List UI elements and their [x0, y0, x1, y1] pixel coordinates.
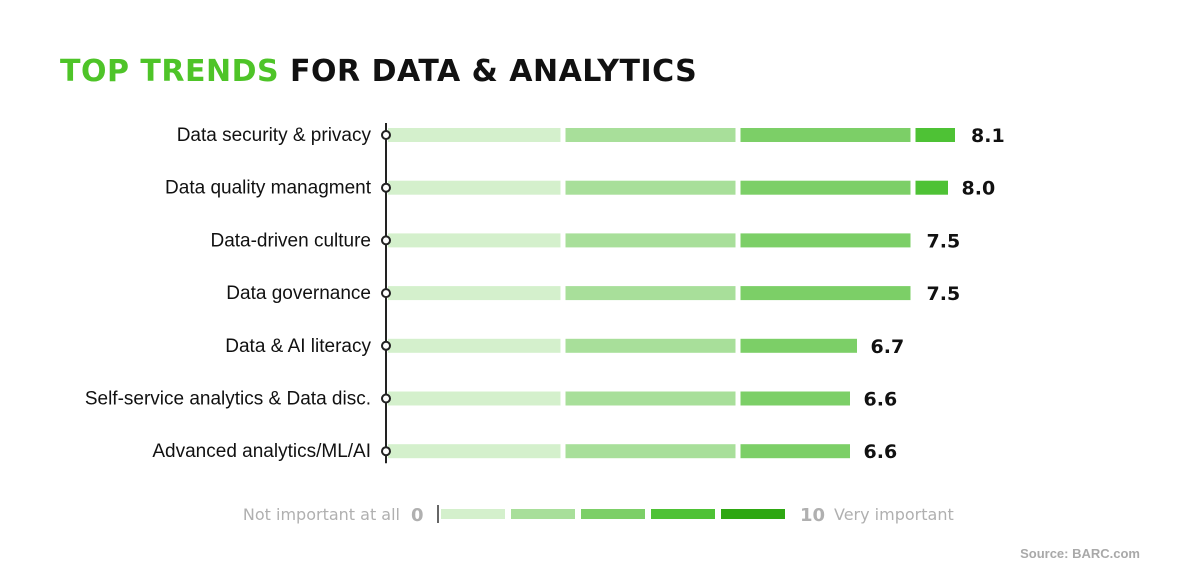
axis-marker-dot — [381, 288, 391, 299]
bar-segment — [740, 286, 911, 301]
bar-segment — [740, 338, 857, 353]
bar-segment — [388, 338, 561, 353]
category-label: Data security & privacy — [177, 125, 372, 146]
bar-segment — [565, 180, 736, 195]
chart-title: TOP TRENDS FOR DATA & ANALYTICS — [60, 54, 697, 89]
bar-segment — [565, 391, 736, 406]
legend-low-value: 0 — [411, 505, 424, 526]
bar-segment — [388, 286, 561, 301]
axis-marker-dot — [381, 393, 391, 404]
title-rest: FOR DATA & ANALYTICS — [290, 54, 698, 89]
category-label: Data quality managment — [165, 178, 372, 199]
axis-marker-dot — [381, 130, 391, 140]
value-label: 8.1 — [971, 125, 1005, 147]
bar-segment — [388, 128, 561, 142]
bar-segment — [565, 128, 736, 142]
legend-swatch — [651, 509, 715, 519]
category-label: Advanced analytics/ML/AI — [152, 441, 371, 462]
value-label: 8.0 — [962, 178, 996, 200]
legend-low-label: Not important at all — [243, 505, 400, 524]
bar-segment — [952, 128, 955, 142]
legend-swatch — [581, 509, 645, 519]
bar-segment — [565, 444, 736, 459]
legend-high-label: Very important — [834, 505, 954, 524]
bar-segment — [740, 391, 850, 406]
category-label: Data & AI literacy — [225, 336, 371, 357]
legend-swatch — [441, 509, 505, 519]
bar-segment — [388, 180, 561, 195]
axis-marker-dot — [381, 235, 391, 246]
value-label: 6.6 — [864, 441, 898, 463]
legend-swatch — [511, 509, 575, 519]
category-label: Self-service analytics & Data disc. — [85, 389, 371, 410]
legend-high-value: 10 — [800, 505, 825, 526]
category-label: Data-driven culture — [210, 230, 371, 251]
bar-segment — [740, 180, 911, 195]
value-label: 6.6 — [864, 389, 898, 411]
title-highlight: TOP TRENDS — [60, 54, 280, 89]
bar-segment — [915, 128, 955, 142]
bar-segment — [565, 338, 736, 353]
bar-segment — [915, 180, 948, 195]
axis-marker-dot — [381, 340, 391, 351]
bar-segment — [388, 444, 561, 459]
legend-swatch — [721, 509, 785, 519]
source-note: Source: BARC.com — [1020, 546, 1140, 561]
bar-segment — [740, 128, 911, 142]
bar-segment — [565, 286, 736, 301]
axis-marker-dot — [381, 446, 391, 457]
bar-segment — [565, 233, 736, 248]
bar-segment — [740, 444, 850, 459]
axis-marker-dot — [381, 182, 391, 193]
value-label: 7.5 — [927, 230, 961, 252]
bar-segment — [388, 233, 561, 248]
value-label: 6.7 — [871, 336, 905, 358]
bar-segment — [740, 233, 911, 248]
category-label: Data governance — [226, 283, 371, 304]
value-label: 7.5 — [927, 283, 961, 305]
bar-segment — [388, 391, 561, 406]
